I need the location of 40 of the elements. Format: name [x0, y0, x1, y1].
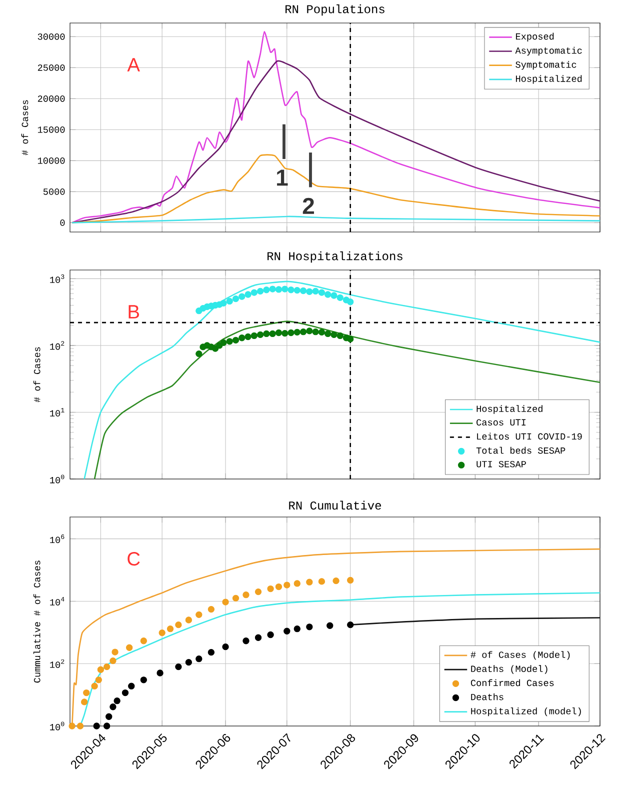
legend-label: Hospitalized: [516, 75, 582, 84]
y-tick-label: 10$^{2}$: [50, 341, 64, 350]
chart-title: RN Hospitalizations: [268, 251, 402, 263]
legend-label: Exposed: [516, 32, 554, 42]
y-tick-label: 10$^{3}$: [50, 274, 64, 283]
annotation: B: [128, 305, 139, 318]
chart-title: RN Cumulative: [289, 500, 382, 510]
legend-label: UTI SESAP: [476, 460, 526, 468]
legend-label: Asymptomatic: [515, 46, 582, 56]
y-tick-label: 15000: [38, 126, 65, 133]
y-tick-label: 5000: [43, 188, 65, 195]
y-tick-label: 10$^{2}$: [50, 659, 64, 668]
legend-label: Symptomatic: [516, 60, 576, 70]
legend-label: Total beds SESAP: [476, 446, 566, 454]
y-tick-label: 25000: [38, 64, 65, 71]
y-tick-label: 10$^{0}$: [50, 474, 64, 484]
legend-label: # of Cases (Model): [470, 651, 570, 660]
chart-title: RN Populations: [286, 4, 384, 16]
annotation: C: [128, 552, 140, 566]
y-axis-title: # of Cases: [33, 347, 40, 402]
y-tick-label: 10$^{6}$: [50, 534, 64, 544]
y-axis-title: Cummulative # of Cases: [33, 560, 40, 683]
y-tick-label: 30000: [38, 33, 65, 40]
legend-label: Deaths: [471, 693, 504, 700]
y-tick-label: 10$^{4}$: [50, 596, 64, 606]
legend-label: Leitos UTI COVID-19: [477, 432, 582, 440]
annotation: 1: [277, 170, 288, 186]
y-tick-label: 10$^{1}$: [50, 408, 64, 416]
legend-label: Casos UTI: [476, 419, 526, 426]
y-tick-label: 10000: [38, 158, 65, 164]
annotation: 2: [302, 198, 314, 214]
legend-label: Deaths (Model): [471, 665, 548, 674]
y-axis-title: # of Cases: [21, 100, 28, 156]
y-tick-label: 10$^{0}$: [50, 722, 64, 730]
y-tick-label: 0: [60, 220, 65, 226]
legend-label: Confirmed Cases: [470, 679, 554, 686]
y-tick-label: 20000: [38, 96, 65, 102]
legend-label: Hospitalized: [476, 405, 542, 414]
legend-label: Hospitalized (model): [471, 707, 581, 716]
annotation: A: [127, 58, 140, 72]
